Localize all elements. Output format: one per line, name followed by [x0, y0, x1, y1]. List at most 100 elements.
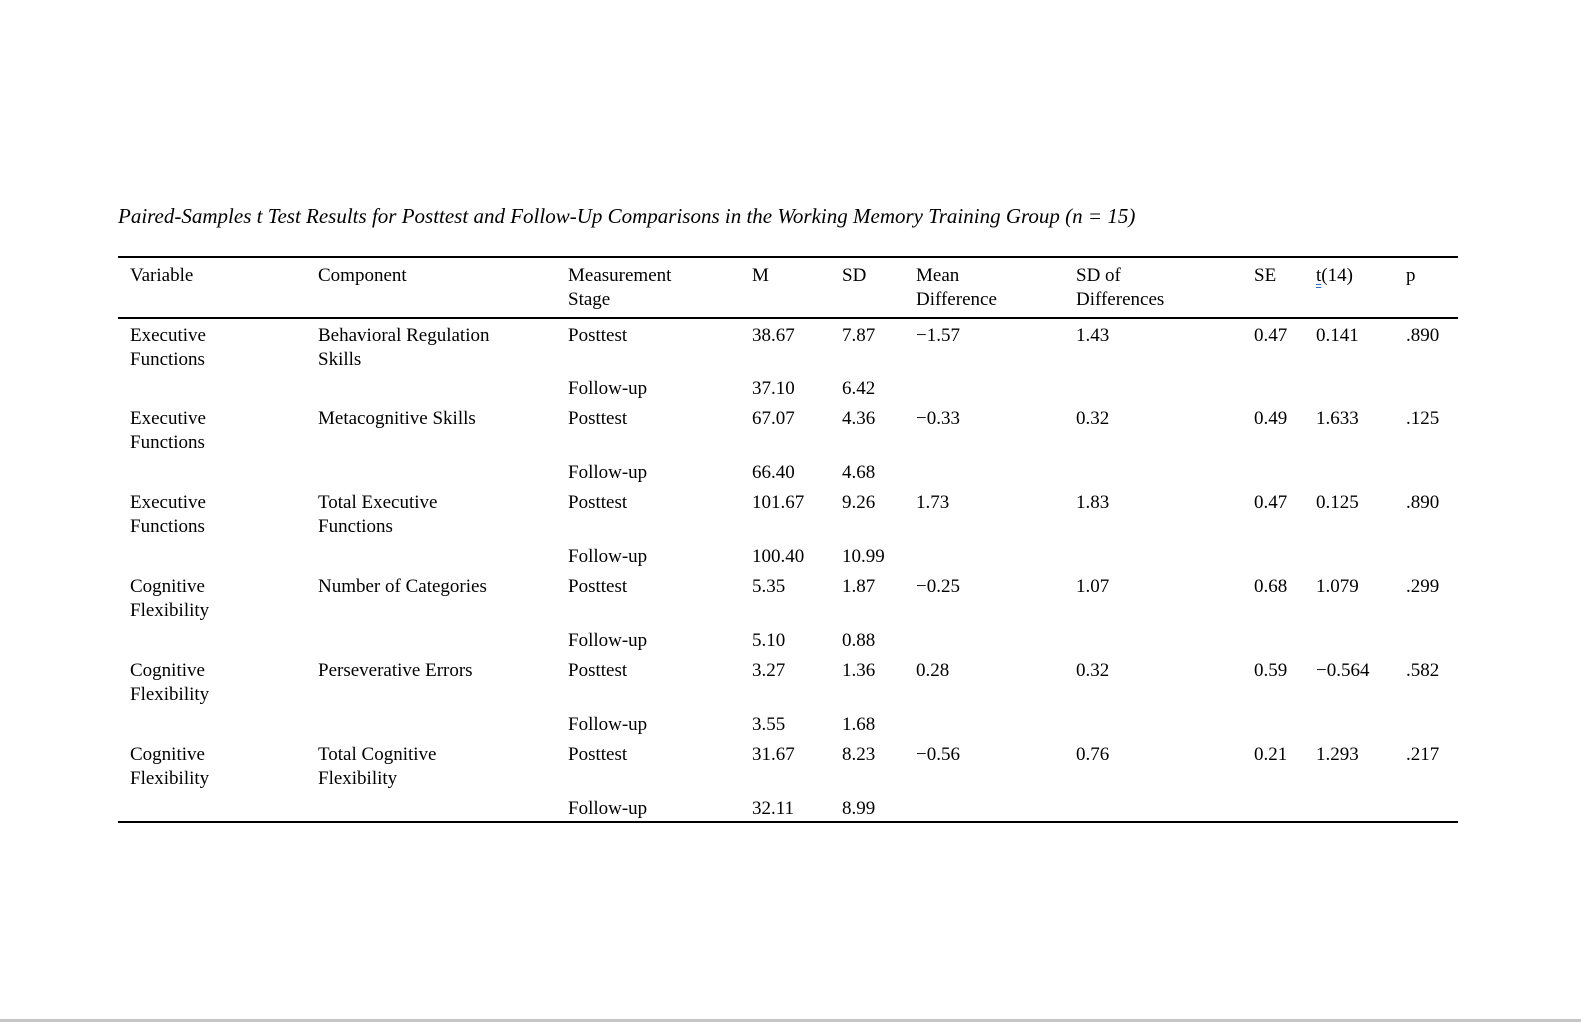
cell-mean-diff [916, 540, 1076, 570]
cell-m: 67.07 [752, 408, 795, 429]
cell-variable [118, 792, 318, 823]
cell-component [318, 624, 568, 654]
cell-component [318, 708, 568, 738]
cell-mean-diff: 0.28 [916, 660, 950, 681]
cell-component: Perseverative Errors [318, 660, 473, 681]
cell-sd: 10.99 [842, 546, 885, 567]
table-row: Cognitive Flexibility Perseverative Error… [118, 654, 1458, 708]
cell-p: .890 [1406, 492, 1440, 513]
cell-sd-of-diff [1076, 456, 1254, 486]
cell-t [1316, 708, 1406, 738]
cell-p [1406, 708, 1458, 738]
cell-sd-of-diff: 1.07 [1076, 576, 1110, 597]
cell-se: 0.68 [1254, 576, 1288, 597]
cell-se: 0.49 [1254, 408, 1288, 429]
cell-m: 32.11 [752, 792, 842, 823]
results-table: Variable Component Measurement Stage M S… [118, 256, 1458, 823]
cell-t: 1.633 [1316, 408, 1359, 429]
table-row: Follow-up 5.10 0.88 [118, 624, 1458, 654]
cell-stage: Posttest [568, 744, 628, 765]
cell-m: 31.67 [752, 744, 795, 765]
cell-variable [118, 456, 318, 486]
cell-variable [118, 708, 318, 738]
cell-p: .299 [1406, 576, 1440, 597]
cell-t: 0.141 [1316, 325, 1359, 346]
cell-stage: Follow-up [568, 462, 648, 483]
header-row: Variable Component Measurement Stage M S… [118, 256, 1458, 319]
cell-sd: 0.88 [842, 630, 876, 651]
col-header-p: p [1406, 256, 1458, 319]
table-title: Paired-Samples t Test Results for Postte… [118, 204, 1136, 228]
cell-sd-of-diff [1076, 372, 1254, 402]
cell-variable: Executive Functions [130, 325, 206, 370]
cell-m: 100.40 [752, 546, 805, 567]
cell-t [1316, 540, 1406, 570]
cell-component: Metacognitive Skills [318, 408, 476, 429]
cell-component [318, 540, 568, 570]
cell-t [1316, 792, 1406, 823]
cell-variable: Cognitive Flexibility [130, 576, 210, 621]
cell-se: 0.59 [1254, 660, 1288, 681]
cell-sd: 4.36 [842, 408, 876, 429]
cell-sd: 1.87 [842, 576, 876, 597]
cell-sd: 1.68 [842, 714, 876, 735]
cell-sd: 6.42 [842, 378, 876, 399]
cell-mean-diff [916, 456, 1076, 486]
table-row: Follow-up 100.40 10.99 [118, 540, 1458, 570]
col-header-se: SE [1254, 256, 1316, 319]
cell-se [1254, 540, 1316, 570]
col-header-m: M [752, 256, 842, 319]
col-header-sd-of-differences: SD of Differences [1076, 256, 1254, 319]
cell-stage: Follow-up [568, 714, 648, 735]
cell-se [1254, 456, 1316, 486]
cell-p: .582 [1406, 660, 1440, 681]
table-row: Cognitive Flexibility Number of Categorie… [118, 570, 1458, 624]
cell-m: 38.67 [752, 325, 795, 346]
cell-mean-diff [916, 708, 1076, 738]
cell-component: Number of Categories [318, 576, 487, 597]
cell-t: 0.125 [1316, 492, 1359, 513]
table-row: Follow-up 32.11 8.99 [118, 792, 1458, 823]
cell-sd: 7.87 [842, 325, 876, 346]
cell-mean-diff: −0.56 [916, 744, 960, 765]
cell-m: 5.35 [752, 576, 786, 597]
cell-p [1406, 624, 1458, 654]
cell-p: .890 [1406, 325, 1440, 346]
table-row: Follow-up 37.10 6.42 [118, 372, 1458, 402]
table-row: Cognitive Flexibility Total Cognitive Fle… [118, 738, 1458, 792]
cell-component [318, 372, 568, 402]
cell-sd: 4.68 [842, 462, 876, 483]
cell-p [1406, 792, 1458, 823]
cell-mean-diff: −0.25 [916, 576, 960, 597]
cell-se [1254, 708, 1316, 738]
cell-m: 5.10 [752, 630, 786, 651]
cell-se [1254, 792, 1316, 823]
cell-sd-of-diff: 0.32 [1076, 660, 1110, 681]
page-bottom-edge [0, 1019, 1581, 1022]
cell-t: 1.079 [1316, 576, 1359, 597]
cell-variable: Cognitive Flexibility [130, 744, 210, 789]
cell-variable [118, 624, 318, 654]
cell-stage: Posttest [568, 325, 628, 346]
cell-t: 1.293 [1316, 744, 1359, 765]
cell-se: 0.47 [1254, 492, 1288, 513]
cell-p [1406, 372, 1458, 402]
cell-t [1316, 624, 1406, 654]
cell-variable [118, 372, 318, 402]
cell-stage: Follow-up [568, 378, 648, 399]
cell-m: 3.55 [752, 714, 786, 735]
cell-sd: 9.26 [842, 492, 876, 513]
cell-p [1406, 540, 1458, 570]
col-header-variable: Variable [118, 256, 318, 319]
cell-sd-of-diff: 1.43 [1076, 325, 1110, 346]
cell-m: 101.67 [752, 492, 805, 513]
cell-t: −0.564 [1316, 660, 1370, 681]
cell-se [1254, 624, 1316, 654]
cell-sd: 8.23 [842, 744, 876, 765]
cell-p: .217 [1406, 744, 1440, 765]
cell-p [1406, 456, 1458, 486]
cell-variable: Executive Functions [130, 492, 206, 537]
table-row: Executive Functions Total Executive Funct… [118, 486, 1458, 540]
cell-stage: Follow-up [568, 630, 648, 651]
